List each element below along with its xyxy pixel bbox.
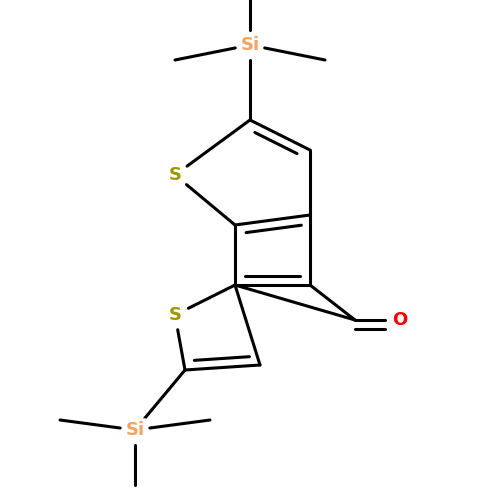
Text: O: O [392, 311, 407, 329]
Text: Si: Si [240, 36, 260, 54]
Text: S: S [168, 166, 181, 184]
Text: S: S [168, 306, 181, 324]
Text: Si: Si [126, 421, 144, 439]
